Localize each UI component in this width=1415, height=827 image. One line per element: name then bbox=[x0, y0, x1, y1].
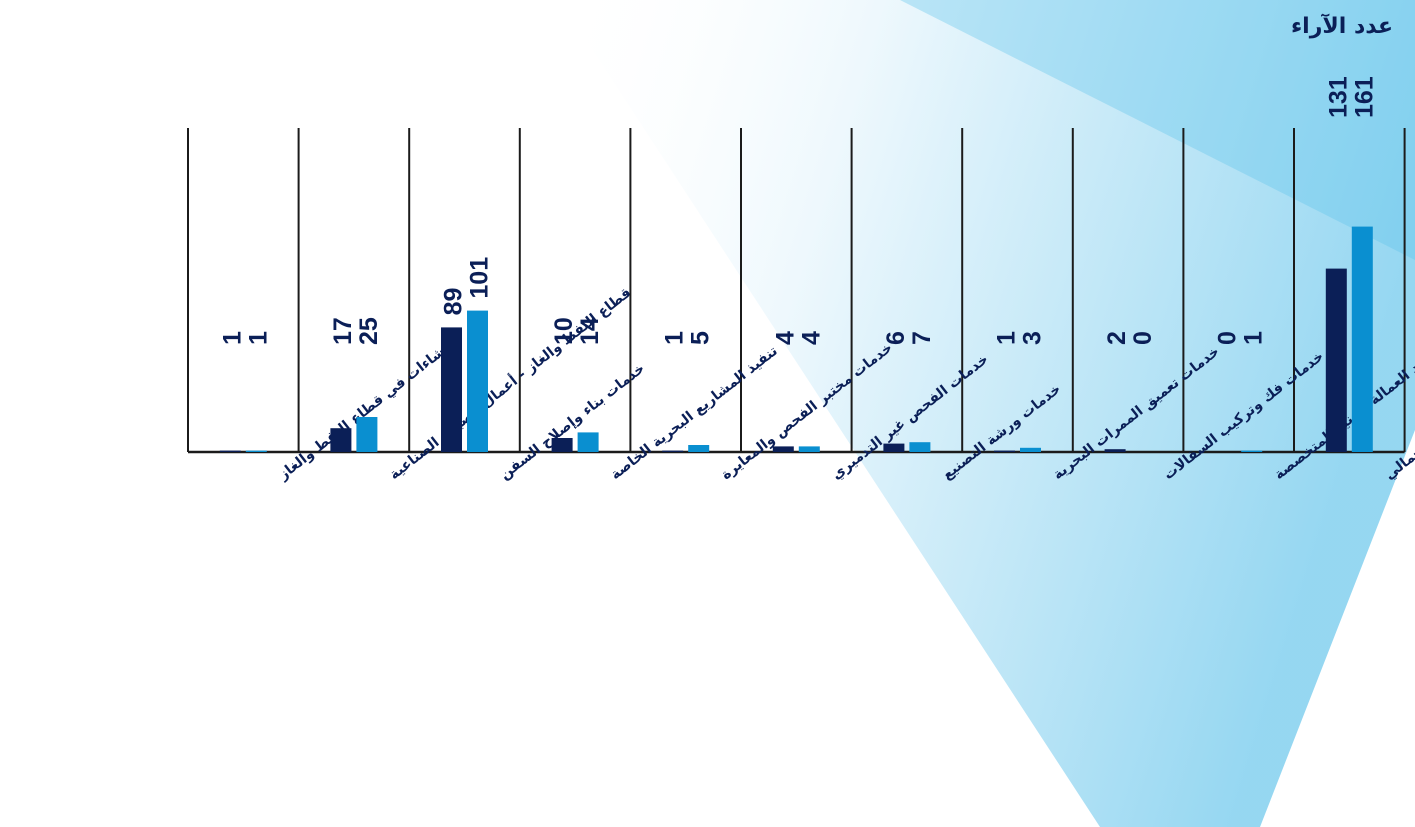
bar-series-2 bbox=[356, 417, 378, 452]
data-label: 0 bbox=[1129, 331, 1157, 345]
data-label: 1 bbox=[244, 331, 272, 345]
category-label: خدمات مختبر الفحص والمعايرة bbox=[718, 340, 895, 483]
bar-series-1 bbox=[772, 446, 794, 452]
data-label: 4 bbox=[771, 331, 799, 345]
category-label: خدمات ورشة التصنيع bbox=[940, 381, 1065, 483]
bar-series-2 bbox=[1020, 447, 1041, 452]
data-label: 1 bbox=[993, 331, 1021, 345]
bar-series-1 bbox=[551, 438, 573, 452]
bar-series-2 bbox=[798, 446, 820, 452]
bar-series-2 bbox=[245, 450, 267, 452]
data-label: 17 bbox=[329, 317, 357, 345]
bar-series-1 bbox=[1104, 449, 1126, 452]
data-label: 0 bbox=[1214, 331, 1242, 345]
y-axis-title: عدد الآراء bbox=[1290, 14, 1393, 39]
data-label: 1 bbox=[218, 331, 246, 345]
bar-series-1 bbox=[1325, 268, 1347, 452]
data-label: 2 bbox=[1103, 331, 1131, 345]
data-label: 4 bbox=[797, 331, 825, 345]
data-label: 14 bbox=[576, 317, 604, 345]
bar-series-2 bbox=[467, 310, 488, 452]
category-label: الإنشاءات في قطاع النفط والغاز bbox=[275, 331, 465, 484]
bar-series-1 bbox=[883, 443, 905, 452]
data-label: 10 bbox=[550, 317, 578, 345]
bar-series-1 bbox=[994, 450, 1015, 452]
bar-series-1 bbox=[441, 327, 462, 452]
data-label: 6 bbox=[882, 331, 910, 345]
data-label: 7 bbox=[908, 331, 936, 345]
bar-series-2 bbox=[1351, 226, 1373, 452]
category-label: الإجمالي bbox=[1382, 434, 1415, 483]
data-label: 25 bbox=[355, 317, 383, 345]
data-label: 101 bbox=[466, 257, 494, 299]
bar-series-2 bbox=[909, 442, 931, 452]
data-label: 89 bbox=[440, 288, 468, 316]
data-label: 3 bbox=[1019, 331, 1047, 345]
data-label: 1 bbox=[1240, 331, 1268, 345]
bar-series-2 bbox=[1241, 450, 1263, 452]
data-label: 131 bbox=[1324, 76, 1352, 118]
data-label: 1 bbox=[661, 331, 689, 345]
bar-series-1 bbox=[662, 450, 684, 452]
bar-series-1 bbox=[330, 428, 352, 452]
data-label: 5 bbox=[687, 331, 715, 345]
bar-series-2 bbox=[688, 445, 710, 452]
bar-series-2 bbox=[577, 432, 599, 452]
bar-series-1 bbox=[219, 450, 241, 452]
data-label: 161 bbox=[1350, 76, 1378, 118]
